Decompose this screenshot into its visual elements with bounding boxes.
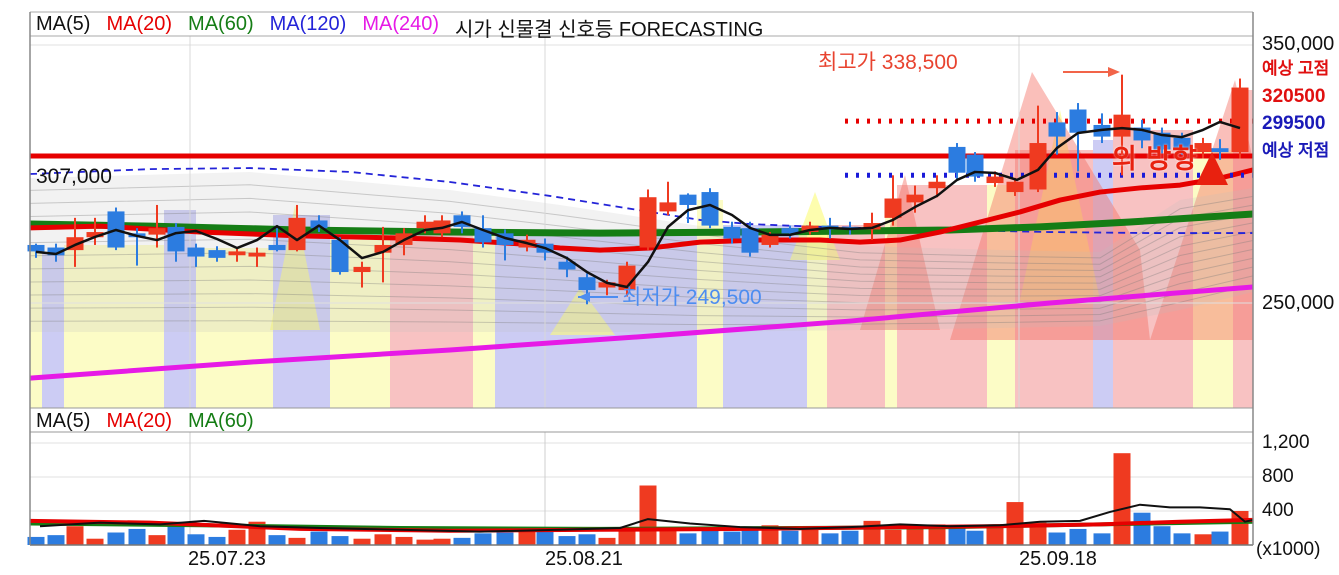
main-price-panel[interactable] bbox=[30, 36, 1253, 408]
axis-price-250000: 250,000 bbox=[1262, 292, 1335, 314]
axis-forecast-high-label: 예상 고점 bbox=[1262, 59, 1330, 78]
date-label-2: 25.08.21 bbox=[545, 548, 623, 570]
legend-ma20: MA(20) bbox=[106, 13, 173, 35]
legend-ma120: MA(120) bbox=[269, 13, 347, 35]
date-label-3: 25.09.18 bbox=[1019, 548, 1097, 570]
resistance-level-label: 307,000 bbox=[36, 165, 112, 188]
axis-forecast-low-label: 예상 저점 bbox=[1262, 141, 1330, 160]
axis-vol-unit: (x1000) bbox=[1256, 539, 1321, 560]
axis-forecast-high-value: 320500 bbox=[1262, 86, 1326, 107]
direction-forecast-label: 의 방향 bbox=[1112, 144, 1199, 174]
axis-vol-1200: 1,200 bbox=[1262, 432, 1310, 453]
legend-ma5: MA(5) bbox=[36, 13, 91, 35]
legend-ma60: MA(60) bbox=[188, 13, 254, 35]
axis-forecast-low-value: 299500 bbox=[1262, 113, 1326, 134]
highest-price-label: 최고가 338,500 bbox=[818, 51, 958, 74]
axis-vol-800: 800 bbox=[1262, 466, 1294, 487]
vol-legend-ma20: MA(20) bbox=[106, 410, 173, 432]
volume-panel[interactable] bbox=[30, 432, 1253, 545]
volume-legend: MA(5) MA(20) MA(60) bbox=[36, 410, 254, 433]
vol-legend-ma5: MA(5) bbox=[36, 410, 91, 432]
axis-vol-400: 400 bbox=[1262, 500, 1294, 521]
main-legend: MA(5) MA(20) MA(60) MA(120) MA(240) 시가 신… bbox=[36, 13, 763, 42]
chart-title: 시가 신물결 신호등 FORECASTING bbox=[455, 19, 764, 41]
axis-price-350000: 350,000 bbox=[1262, 33, 1335, 55]
legend-ma240: MA(240) bbox=[362, 13, 440, 35]
lowest-price-label: 최저가 249,500 bbox=[622, 286, 762, 309]
date-label-1: 25.07.23 bbox=[188, 548, 266, 570]
vol-legend-ma60: MA(60) bbox=[188, 410, 254, 432]
